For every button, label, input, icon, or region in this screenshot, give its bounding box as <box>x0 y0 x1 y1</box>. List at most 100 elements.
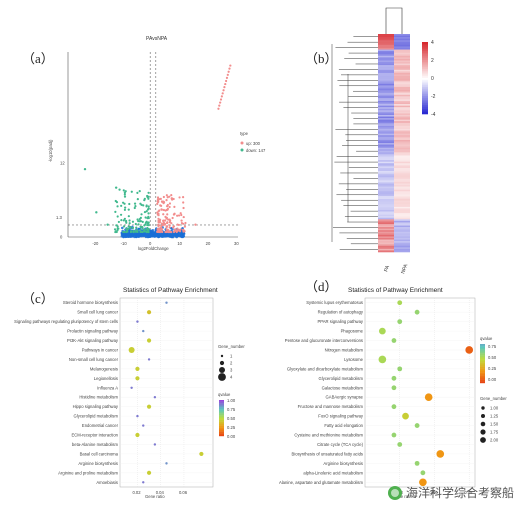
dotplot-c-color-step <box>219 431 224 433</box>
heatmap-color-scale: 4 2 0 -2 -4 <box>422 40 436 118</box>
heatmap-scale-step <box>422 58 428 61</box>
dotplot-c-area: 0.02 0.04 0.06 Steroid hormone biosynthesis… <box>14 297 214 495</box>
heatmap-cell-npa <box>394 203 410 206</box>
dotplot-d-color-step <box>480 362 485 364</box>
dotplot-point <box>136 414 139 418</box>
heatmap: 4 2 0 -2 -4 PA NPA <box>331 7 436 275</box>
heatmap-cell-pa <box>378 197 394 200</box>
heatmap-cell-npa <box>394 49 410 52</box>
heatmap-cell-npa <box>394 222 410 225</box>
volcano-point-down <box>123 230 126 234</box>
heatmap-cell-pa <box>378 208 394 211</box>
dotplot-d-color-step <box>480 355 485 358</box>
volcano-point-down <box>146 208 150 211</box>
dotplot-c-color-legend-label: 0.25 <box>227 425 236 430</box>
heatmap-scale-step <box>422 65 428 68</box>
heatmap-cell-pa <box>378 130 394 133</box>
heatmap-cell-pa <box>378 104 394 106</box>
heatmap-cell-npa <box>394 202 410 205</box>
heatmap-cell-pa <box>378 76 394 78</box>
volcano-point-nonsig <box>151 231 155 235</box>
heatmap-cell-pa <box>378 186 394 189</box>
dotplot-c-color-step <box>219 430 224 432</box>
volcano-point-up <box>171 226 175 229</box>
heatmap-cell-pa <box>378 230 394 233</box>
volcano-point-up-line <box>222 89 225 92</box>
volcano-point-up <box>168 195 171 198</box>
volcano-point-up <box>168 226 171 229</box>
heatmap-cell-pa <box>378 174 394 176</box>
volcano-point-up <box>184 221 187 225</box>
watermark-text: 海洋科学综合考察船 <box>405 486 514 500</box>
volcano-point-down <box>131 226 135 229</box>
volcano-point-up <box>168 205 171 209</box>
volcano-point-down <box>145 204 148 207</box>
dotplot-c-color-step <box>219 418 224 420</box>
dotplot-d-color-step <box>480 349 485 351</box>
heatmap-cell-pa <box>378 136 394 139</box>
heatmap-scale-step <box>422 42 428 45</box>
heatmap-cell-npa <box>394 180 410 183</box>
heatmap-cell-pa <box>378 241 394 243</box>
dotplot-category-label: Glycerolipid metabolism <box>319 376 364 381</box>
volcano-point-down <box>106 223 109 226</box>
dotplot-c-color-step <box>219 416 224 419</box>
heatmap-cell-pa <box>378 43 394 46</box>
heatmap-cell-pa <box>378 80 394 83</box>
heatmap-cell-npa <box>394 72 410 75</box>
heatmap-scale-step <box>422 92 428 95</box>
volcano-point-up <box>178 230 182 233</box>
heatmap-cell-pa <box>378 121 394 124</box>
dotplot-c-color-step <box>219 403 224 405</box>
dotplot-point <box>130 386 133 389</box>
heatmap-cell-npa <box>394 83 410 86</box>
dotplot-d-color-step <box>480 344 485 346</box>
heatmap-scale-step <box>422 72 428 75</box>
heatmap-cell-pa <box>378 128 394 131</box>
dotplot-x-tick-label: 0.09 <box>464 490 473 495</box>
volcano-point-up <box>164 219 167 222</box>
volcano-point-up <box>160 228 163 231</box>
dotplot-d-color-step <box>480 353 485 355</box>
volcano-point-down <box>121 201 125 204</box>
heatmap-cell-pa <box>378 55 394 58</box>
volcano-point-nonsig <box>144 233 148 237</box>
dotplot-point <box>165 301 168 304</box>
heatmap-scale-step <box>422 45 428 48</box>
heatmap-cell-npa <box>394 86 410 89</box>
heatmap-cell-npa <box>394 51 410 53</box>
dotplot-point <box>391 385 397 391</box>
heatmap-cell-pa <box>378 90 394 92</box>
dotplot-d-size-legend-label: 1.00 <box>490 406 499 411</box>
dotplot-category-label: Signaling pathways regulating pluripoten… <box>14 319 118 324</box>
heatmap-cell-pa <box>378 172 394 175</box>
dotplot-category-label: Hippo signaling pathway <box>73 404 119 409</box>
volcano-point-down <box>147 195 150 198</box>
volcano-point-down <box>122 225 126 228</box>
dotplot-d-size-legend-dot <box>481 414 485 418</box>
heatmap-cell-pa <box>378 71 394 74</box>
volcano-point-nonsig <box>171 232 175 236</box>
dotplot-d-xlabel: Gene ratio <box>393 494 413 499</box>
volcano-point-down <box>133 202 137 205</box>
volcano-point-nonsig <box>162 233 165 237</box>
volcano-point-up <box>156 196 160 199</box>
heatmap-cell-npa <box>394 79 410 82</box>
heatmap-cell-npa <box>394 161 410 164</box>
volcano-point-down <box>123 217 126 220</box>
heatmap-cell-pa <box>378 110 394 113</box>
panel-label-d: （d） <box>305 279 338 294</box>
volcano-point-up <box>168 202 172 205</box>
volcano-point-down <box>143 224 146 227</box>
heatmap-cell-pa <box>378 72 394 75</box>
heatmap-cell-npa <box>394 220 410 223</box>
volcano-point-up <box>165 194 168 197</box>
volcano-point-up <box>159 204 162 207</box>
dotplot-point <box>402 412 409 420</box>
heatmap-cell-pa <box>378 242 394 245</box>
heatmap-cell-npa <box>394 155 410 158</box>
dotplot-c-size-legend-title: Gene_number <box>218 344 245 349</box>
heatmap-cell-npa <box>394 191 410 194</box>
volcano-point-down <box>115 224 118 227</box>
heatmap-cell-pa <box>378 113 394 116</box>
